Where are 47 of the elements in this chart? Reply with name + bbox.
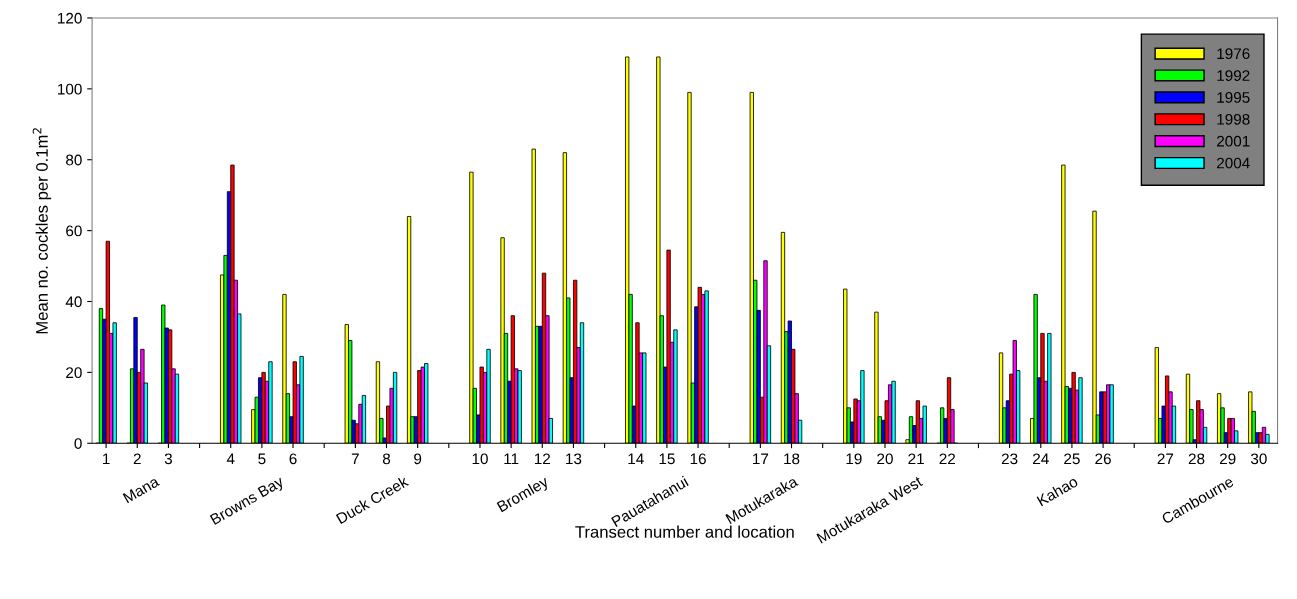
x-tick-label: 15 <box>659 453 675 465</box>
x-tick-label: 12 <box>534 453 551 465</box>
x-tick-label: 17 <box>753 453 769 465</box>
y-tick-label: 100 <box>58 83 82 95</box>
x-tick-label: 23 <box>1001 453 1018 465</box>
x-tick-label: 22 <box>939 453 956 465</box>
x-tick-label: 11 <box>504 453 519 465</box>
x-axis-title: Transect number and location <box>575 525 794 538</box>
legend-label: 2004 <box>1217 157 1250 169</box>
legend-label: 1995 <box>1217 92 1250 103</box>
x-tick-label: 4 <box>226 453 235 465</box>
text: Duck Creek <box>335 475 410 525</box>
y-tick-label: 20 <box>66 367 82 379</box>
x-tick-label: 16 <box>690 453 706 465</box>
x-tick-label: 27 <box>1157 453 1174 465</box>
x-tick-label: 14 <box>628 453 644 465</box>
x-tick-label: 24 <box>1033 453 1049 465</box>
x-tick-label: 18 <box>784 453 800 465</box>
x-tick-label: 10 <box>472 453 488 465</box>
x-tick-label: 8 <box>382 453 391 465</box>
y-tick-label: 0 <box>74 438 82 449</box>
y-tick-label: 40 <box>65 296 82 308</box>
x-tick-label: 30 <box>1250 453 1267 465</box>
x-tick-label: 7 <box>351 453 359 465</box>
x-tick-label: 25 <box>1064 453 1080 465</box>
x-tick-label: 21 <box>908 453 924 465</box>
legend-label: 2001 <box>1217 135 1250 147</box>
x-tick-label: 28 <box>1188 453 1205 465</box>
x-tick-label: 20 <box>877 453 893 465</box>
x-tick-label: 9 <box>414 453 422 465</box>
x-tick-label: 19 <box>846 453 862 465</box>
y-tick-label: 60 <box>66 225 82 237</box>
y-axis-title: Mean no. cockles per 0.1m$^{2}$ <box>32 128 52 334</box>
x-tick-label: 3 <box>164 453 172 465</box>
y-tick-label: 80 <box>66 154 82 166</box>
y-tick-label: 120 <box>58 12 82 24</box>
x-tick-label: 5 <box>258 453 266 465</box>
legend-label: 1992 <box>1217 70 1250 81</box>
x-tick-label: 2 <box>133 453 141 465</box>
text: Mana <box>122 475 161 504</box>
x-tick-label: 29 <box>1219 453 1236 465</box>
legend-label: 1998 <box>1217 113 1250 125</box>
x-tick-label: 6 <box>289 453 297 465</box>
legend-label: 1976 <box>1217 48 1250 60</box>
x-tick-label: 26 <box>1095 453 1111 465</box>
x-tick-label: 1 <box>103 453 110 465</box>
x-tick-label: 13 <box>566 453 582 465</box>
